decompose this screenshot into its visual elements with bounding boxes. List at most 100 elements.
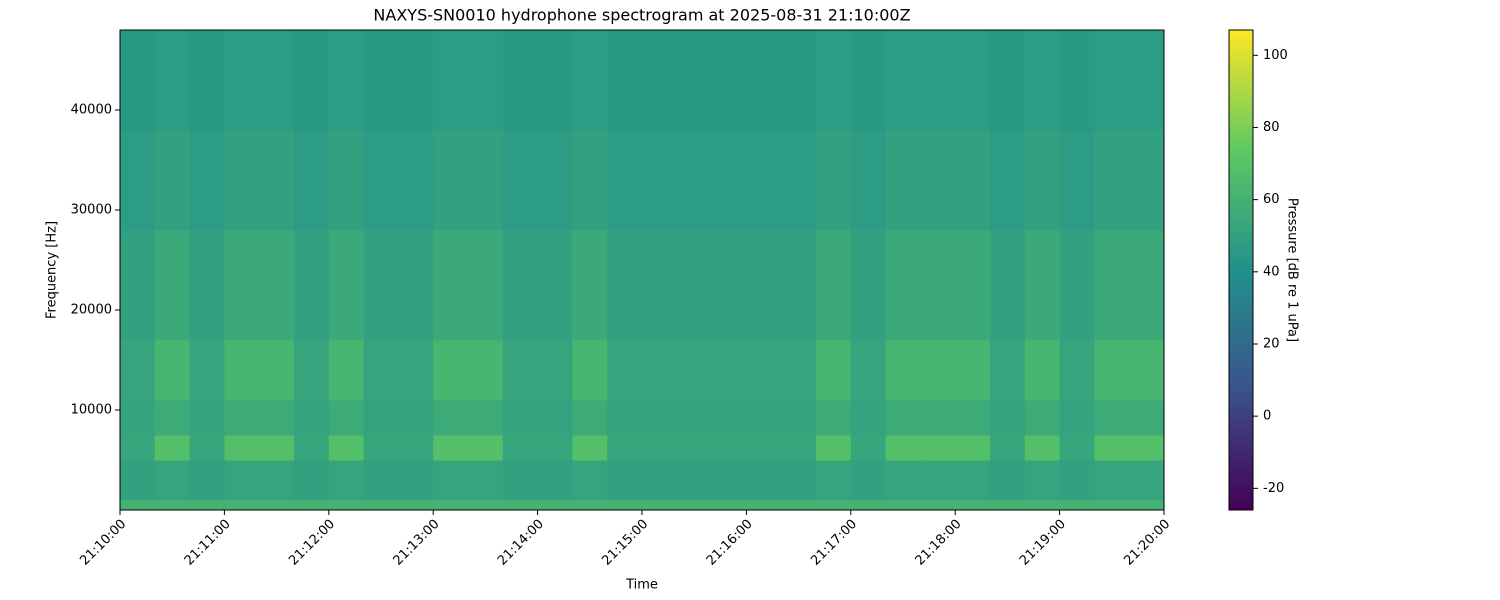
spectrogram-cell — [259, 130, 295, 231]
spectrogram-cell — [607, 30, 643, 131]
spectrogram-cell — [572, 30, 608, 131]
spectrogram-cell — [781, 460, 817, 501]
y-axis-label: Frequency [Hz] — [45, 221, 60, 319]
spectrogram-cell — [259, 230, 295, 341]
spectrogram-cell — [189, 130, 225, 231]
spectrogram-cell — [537, 230, 573, 341]
x-tick-label: 21:12:00 — [286, 517, 338, 569]
x-tick-label: 21:14:00 — [495, 517, 547, 569]
spectrogram-cell — [955, 500, 991, 511]
spectrogram-cell — [1129, 340, 1165, 401]
spectrogram-cell — [816, 340, 852, 401]
spectrogram-cell — [607, 340, 643, 401]
spectrogram-cell — [816, 130, 852, 231]
spectrogram-cell — [398, 30, 434, 131]
spectrogram-cell — [537, 435, 573, 461]
x-axis-label: Time — [625, 578, 658, 593]
spectrogram-cell — [885, 500, 921, 511]
spectrogram-cell — [224, 435, 260, 461]
spectrogram-cell — [1094, 230, 1130, 341]
spectrogram-cell — [468, 435, 504, 461]
x-tick-label: 21:10:00 — [77, 517, 129, 569]
y-tick-label: 10000 — [71, 403, 112, 418]
spectrogram-cell — [955, 230, 991, 341]
spectrogram-cell — [955, 460, 991, 501]
colorbar-tick-label: -20 — [1263, 481, 1284, 496]
spectrogram-cell — [294, 460, 330, 501]
spectrogram-cell — [224, 460, 260, 501]
spectrogram-cell — [990, 230, 1026, 341]
spectrogram-cell — [1129, 400, 1165, 436]
spectrogram-cell — [1094, 500, 1130, 511]
spectrogram-cell — [294, 130, 330, 231]
x-tick-label: 21:19:00 — [1017, 517, 1069, 569]
colorbar-tick-label: 80 — [1263, 120, 1280, 135]
spectrogram-cell — [816, 500, 852, 511]
y-tick-label: 30000 — [71, 203, 112, 218]
spectrogram-cell — [920, 130, 956, 231]
spectrogram-cell — [885, 435, 921, 461]
spectrogram-cell — [363, 130, 399, 231]
spectrogram-cell — [816, 435, 852, 461]
spectrogram-cell — [885, 230, 921, 341]
spectrogram-cell — [189, 230, 225, 341]
x-tick-label: 21:11:00 — [182, 517, 234, 569]
spectrogram-cell — [676, 30, 713, 131]
spectrogram-cell — [1059, 500, 1095, 511]
spectrogram-cell — [398, 435, 434, 461]
spectrogram-cell — [816, 230, 852, 341]
spectrogram-cell — [850, 400, 887, 436]
spectrogram-cell — [259, 400, 295, 436]
spectrogram-cell — [328, 460, 365, 501]
spectrogram-cell — [433, 30, 469, 131]
spectrogram-cell — [363, 30, 399, 131]
spectrogram-cell — [676, 435, 713, 461]
spectrogram-cell — [955, 130, 991, 231]
spectrogram-cell — [120, 130, 156, 231]
spectrogram-cell — [468, 130, 504, 231]
spectrogram-cell — [468, 460, 504, 501]
spectrogram-cell — [711, 130, 747, 231]
spectrogram-cell — [607, 400, 643, 436]
spectrogram-cell — [1094, 435, 1130, 461]
colorbar-tick-label: 60 — [1263, 192, 1280, 207]
spectrogram-cell — [1094, 130, 1130, 231]
colorbar-tick-label: 20 — [1263, 336, 1280, 351]
spectrogram-cell — [154, 340, 191, 401]
spectrogram-cell — [1094, 340, 1130, 401]
spectrogram-cell — [328, 30, 365, 131]
spectrogram-cell — [433, 340, 469, 401]
spectrogram-cell — [502, 500, 539, 511]
spectrogram-cell — [398, 230, 434, 341]
spectrogram-cell — [468, 30, 504, 131]
spectrogram-cell — [676, 400, 713, 436]
spectrogram-cell — [1094, 30, 1130, 131]
spectrogram-cell — [955, 30, 991, 131]
spectrogram-cell — [433, 460, 469, 501]
spectrogram-cell — [1129, 460, 1165, 501]
colorbar — [1229, 30, 1253, 510]
spectrogram-cell — [990, 500, 1026, 511]
spectrogram-cell — [328, 340, 365, 401]
spectrogram-cell — [990, 435, 1026, 461]
spectrogram-cell — [1024, 460, 1061, 501]
spectrogram-cell — [990, 340, 1026, 401]
spectrogram-cell — [398, 500, 434, 511]
spectrogram-cell — [120, 460, 156, 501]
spectrogram-cell — [189, 435, 225, 461]
spectrogram-cell — [746, 460, 782, 501]
spectrogram-cell — [224, 30, 260, 131]
spectrogram-cell — [1094, 460, 1130, 501]
spectrogram-cell — [1129, 500, 1165, 511]
colorbar-tick-label: 0 — [1263, 409, 1271, 424]
spectrogram-cell — [711, 340, 747, 401]
y-tick-label: 40000 — [71, 103, 112, 118]
spectrogram-cell — [502, 340, 539, 401]
spectrogram-cell — [294, 500, 330, 511]
spectrogram-cell — [676, 500, 713, 511]
spectrogram-cell — [468, 230, 504, 341]
spectrogram-cell — [781, 30, 817, 131]
spectrogram-cell — [259, 460, 295, 501]
spectrogram-cell — [537, 340, 573, 401]
